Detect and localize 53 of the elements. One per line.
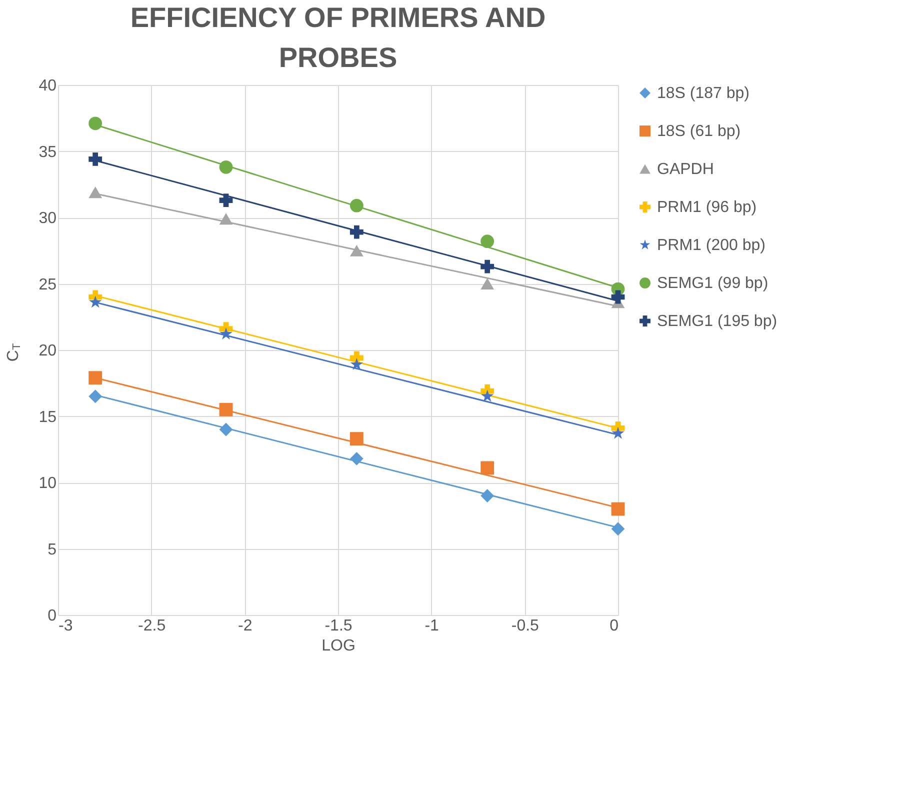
legend-label: PRM1 (200 bp) — [657, 237, 766, 254]
point — [350, 432, 364, 446]
point — [219, 402, 233, 416]
point — [611, 522, 625, 536]
legend-label: PRM1 (96 bp) — [657, 199, 757, 216]
point — [612, 426, 624, 439]
y-axis-title: CT — [5, 343, 23, 362]
point — [480, 390, 494, 402]
point — [88, 371, 102, 385]
point — [350, 358, 364, 370]
legend-label: SEMG1 (99 bp) — [657, 275, 768, 292]
x-tick-label: -1 — [424, 618, 440, 634]
point — [350, 244, 364, 256]
point — [88, 186, 102, 198]
x-tick-label: -0.5 — [511, 618, 540, 634]
point — [219, 213, 233, 225]
y-tick-label: 10 — [38, 475, 57, 492]
point — [480, 461, 494, 475]
y-tick-label: 30 — [38, 210, 57, 227]
legend-label: GAPDH — [657, 161, 714, 178]
point — [611, 290, 625, 304]
y-tick-label: 25 — [38, 276, 57, 294]
point — [350, 198, 364, 212]
point — [88, 296, 102, 308]
point — [480, 489, 494, 502]
y-tick-label: 35 — [38, 144, 57, 161]
x-tick-label: 0 — [610, 618, 619, 634]
legend-label: 18S (61 bp) — [657, 123, 741, 140]
x-tick-label: -3 — [58, 618, 73, 634]
x-tick-label: -2.5 — [138, 618, 166, 634]
legend-label: 18S (187 bp) — [657, 85, 750, 102]
x-tick-label: -2 — [238, 618, 252, 634]
x-tick-label: -1.5 — [324, 618, 352, 634]
y-tick-label: 5 — [48, 541, 57, 558]
point — [611, 502, 625, 516]
y-tick-label: 15 — [38, 408, 57, 426]
point — [480, 260, 494, 274]
point — [350, 225, 364, 239]
point — [88, 116, 102, 130]
point — [219, 194, 233, 207]
x-axis-title: LOG — [322, 638, 356, 654]
chart-title: EFFICIENCY OF PRIMERS AND PROBES — [130, 2, 546, 73]
point — [219, 422, 233, 436]
point — [350, 452, 364, 466]
legend-label: SEMG1 (195 bp) — [657, 313, 778, 330]
point — [220, 327, 232, 340]
point — [219, 160, 233, 174]
point — [480, 278, 494, 290]
point — [88, 152, 102, 166]
point — [88, 390, 102, 404]
point — [480, 234, 494, 248]
y-tick-label: 40 — [38, 78, 57, 94]
y-tick-label: 20 — [38, 342, 57, 360]
